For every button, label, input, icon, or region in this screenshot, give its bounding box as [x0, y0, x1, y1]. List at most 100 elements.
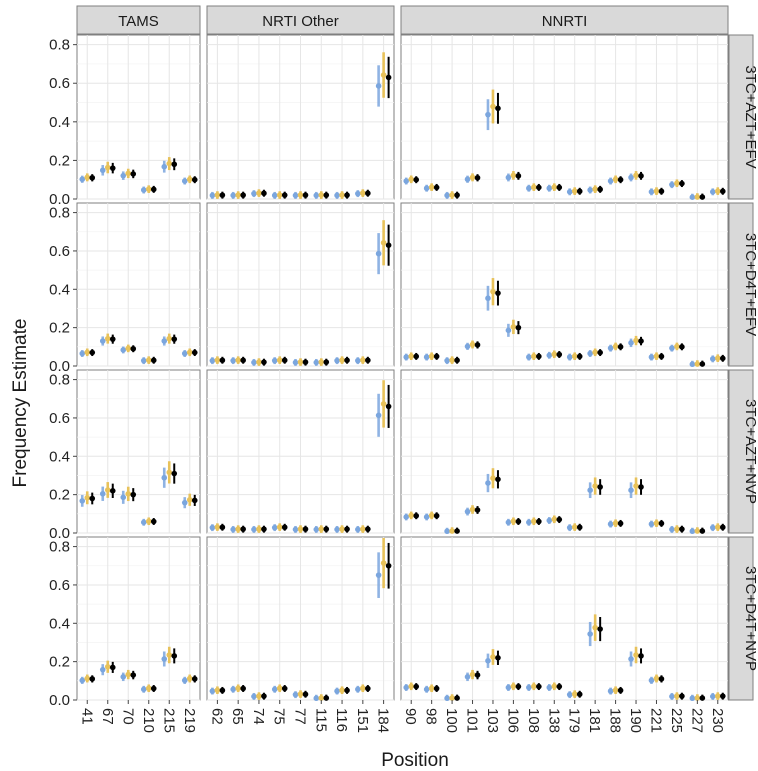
axes: 0.00.20.40.60.80.00.20.40.60.80.00.20.40…: [49, 37, 726, 733]
point-r0-103-s1: [490, 103, 496, 110]
point-r0-115-s1: [318, 192, 325, 198]
panel-r0-c2: [400, 34, 729, 200]
panel-r3-c0: [76, 536, 201, 701]
point-r1-62-s2: [219, 357, 226, 364]
point-r3-101-s1: [469, 671, 476, 678]
point-r3-230-s0: [709, 693, 716, 700]
x-tick-label-70: 70: [119, 708, 136, 725]
point-r1-41-s0: [79, 350, 86, 357]
point-r3-190-s2: [638, 653, 644, 659]
point-r0-67-s1: [104, 164, 111, 171]
point-r3-221-s0: [648, 677, 655, 684]
y-tick-label: 0.2: [49, 152, 70, 169]
y-axis-title: Frequency Estimate: [10, 319, 31, 488]
point-r0-184-s0: [375, 83, 382, 89]
point-r2-100-s1: [449, 528, 455, 534]
point-r2-115-s0: [313, 526, 320, 533]
point-r2-184-s1: [380, 401, 387, 407]
data-marks: [79, 52, 726, 702]
point-r3-181-s2: [597, 626, 603, 632]
point-r2-67-s0: [99, 490, 106, 497]
point-r2-184-s0: [375, 412, 382, 419]
panel-r2-c2: [400, 369, 729, 534]
point-r3-188-s2: [617, 687, 624, 694]
point-r0-65-s1: [235, 192, 241, 198]
gridlines: [77, 35, 728, 701]
point-r0-65-s2: [240, 192, 246, 198]
point-r0-210-s2: [150, 186, 157, 193]
point-r3-227-s0: [689, 695, 696, 702]
point-r3-103-s1: [490, 654, 496, 660]
point-r2-230-s0: [709, 524, 716, 531]
point-r1-74-s2: [261, 359, 267, 365]
point-r3-77-s1: [297, 691, 304, 697]
point-r0-190-s0: [628, 174, 634, 181]
point-r2-151-s1: [360, 526, 366, 532]
point-r0-74-s1: [256, 190, 262, 196]
x-tick-label-75: 75: [271, 708, 288, 725]
point-r1-101-s2: [474, 342, 481, 348]
point-r0-101-s0: [464, 176, 471, 183]
point-r3-138-s0: [546, 684, 553, 691]
x-tick-label-62: 62: [208, 708, 225, 725]
point-r0-221-s2: [658, 188, 665, 195]
point-r3-227-s1: [694, 695, 701, 701]
point-r0-90-s2: [413, 176, 420, 183]
point-r0-215-s0: [161, 163, 168, 170]
point-r0-179-s1: [571, 188, 578, 194]
point-r1-100-s2: [454, 357, 460, 364]
point-r3-225-s1: [674, 693, 680, 699]
point-r1-230-s1: [714, 355, 721, 361]
point-r2-230-s1: [714, 524, 721, 530]
point-r3-41-s0: [79, 677, 86, 684]
x-tick-label-181: 181: [586, 708, 603, 733]
point-r2-103-s2: [495, 476, 501, 483]
point-r0-227-s0: [689, 194, 696, 201]
point-r3-90-s1: [408, 683, 415, 690]
point-r0-230-s0: [709, 189, 716, 195]
point-r1-179-s1: [571, 353, 578, 360]
x-tick-label-108: 108: [525, 708, 542, 733]
point-r0-62-s0: [209, 192, 216, 199]
point-r3-75-s0: [271, 686, 278, 693]
point-r1-215-s2: [171, 336, 178, 342]
y-tick-label: 0.8: [49, 37, 70, 54]
point-r2-225-s2: [679, 526, 685, 532]
point-r2-75-s1: [276, 524, 283, 530]
point-r1-219-s0: [181, 350, 188, 357]
point-r1-227-s0: [689, 361, 696, 368]
strip-label-nnrti: NNRTI: [542, 13, 588, 30]
point-r3-230-s1: [714, 693, 721, 699]
point-r1-190-s0: [628, 340, 634, 346]
point-r2-62-s2: [219, 524, 226, 531]
x-tick-label-227: 227: [688, 708, 705, 733]
point-r3-116-s0: [334, 688, 340, 694]
point-r0-108-s1: [531, 184, 537, 190]
x-tick-label-188: 188: [607, 708, 624, 733]
y-tick-label: 0.6: [49, 577, 70, 594]
point-r3-219-s0: [181, 677, 188, 684]
point-r1-151-s0: [355, 357, 361, 364]
y-tick-label: 0.0: [49, 358, 70, 375]
point-r2-74-s2: [261, 526, 267, 532]
point-r3-188-s1: [612, 687, 619, 694]
point-r0-75-s2: [281, 192, 288, 198]
point-r0-98-s1: [428, 184, 435, 190]
point-r1-106-s0: [505, 327, 512, 334]
point-r1-101-s1: [469, 341, 476, 348]
point-r1-179-s2: [576, 353, 583, 360]
point-r3-184-s0: [375, 572, 382, 578]
point-r1-108-s2: [536, 353, 542, 360]
point-r2-106-s1: [510, 518, 517, 525]
point-r1-116-s2: [344, 357, 350, 364]
point-r2-219-s0: [181, 499, 188, 506]
point-r0-225-s1: [674, 180, 680, 187]
row-strip-label: 3TC+D4T+EFV: [742, 233, 758, 336]
point-r2-179-s0: [566, 524, 573, 531]
point-r1-181-s0: [587, 350, 593, 357]
point-r0-151-s1: [360, 190, 366, 196]
point-r3-74-s2: [261, 693, 267, 699]
point-r2-227-s2: [699, 528, 706, 534]
point-r1-103-s2: [495, 290, 501, 296]
point-r0-210-s0: [140, 187, 147, 193]
